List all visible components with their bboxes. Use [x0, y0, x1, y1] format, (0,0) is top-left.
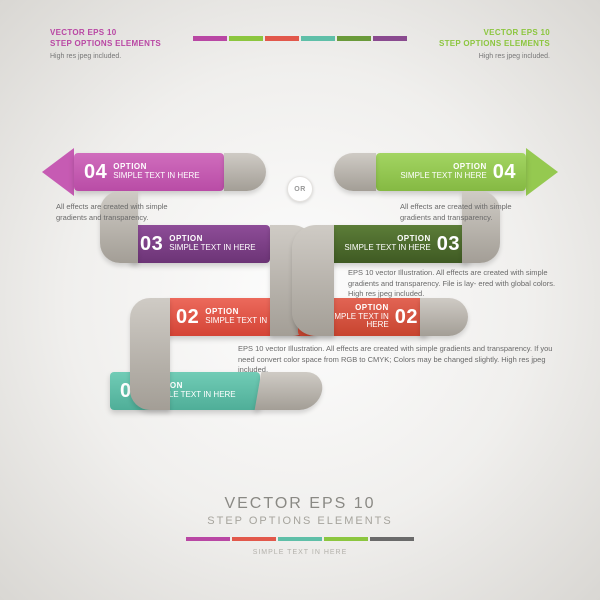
header-left-line3: High res jpeg included. — [50, 52, 161, 61]
step-label: OPTIONSIMPLE TEXT IN HERE — [308, 304, 389, 330]
ribbon-right-03: 03 OPTIONSIMPLE TEXT IN HERE — [330, 225, 470, 263]
header-left: VECTOR EPS 10 STEP OPTIONS ELEMENTS High… — [50, 28, 161, 61]
desc-left-04: All effects are created with simple grad… — [56, 202, 176, 223]
legend-swatch — [373, 36, 407, 41]
desc-right-04: All effects are created with simple grad… — [400, 202, 520, 223]
or-badge: OR — [287, 176, 313, 202]
ribbon-left-03: 03 OPTIONSIMPLE TEXT IN HERE — [130, 225, 270, 263]
footer-line1: VECTOR EPS 10 — [0, 495, 600, 513]
ribbon-right-04: 04 OPTIONSIMPLE TEXT IN HERE — [376, 153, 526, 191]
step-num: 03 — [437, 233, 460, 256]
ribbon-left-01: 01 OPTIONSIMPLE TEXT IN HERE — [110, 372, 260, 410]
step-label: OPTIONSIMPLE TEXT IN HERE — [169, 235, 255, 253]
step-label: OPTIONSIMPLE TEXT IN HERE — [344, 235, 430, 253]
legend-swatch — [337, 36, 371, 41]
arrow-left-icon — [42, 148, 74, 196]
ribbon-left-04: 04 OPTIONSIMPLE TEXT IN HERE — [74, 153, 224, 191]
ribbon-tail — [255, 372, 326, 410]
footer: VECTOR EPS 10 STEP OPTIONS ELEMENTS SIMP… — [0, 495, 600, 556]
step-label: OPTIONSIMPLE TEXT IN HERE — [205, 308, 291, 326]
step-label: OPTIONSIMPLE TEXT IN HERE — [149, 382, 235, 400]
desc-right-03: EPS 10 vector Illustration. All effects … — [348, 268, 558, 300]
header-left-line1: VECTOR EPS 10 — [50, 28, 161, 39]
legend-swatch — [301, 36, 335, 41]
step-label: OPTIONSIMPLE TEXT IN HERE — [113, 163, 199, 181]
desc-right-02: EPS 10 vector Illustration. All effects … — [238, 344, 558, 376]
legend-swatch — [229, 36, 263, 41]
step-num: 02 — [395, 306, 418, 329]
step-label: OPTIONSIMPLE TEXT IN HERE — [400, 163, 486, 181]
legend-swatch — [370, 537, 414, 541]
step-num: 02 — [176, 306, 199, 329]
header-right: VECTOR EPS 10 STEP OPTIONS ELEMENTS High… — [439, 28, 550, 61]
footer-line2: STEP OPTIONS ELEMENTS — [0, 515, 600, 527]
header-right-line2: STEP OPTIONS ELEMENTS — [439, 39, 550, 50]
legend-swatch — [324, 537, 368, 541]
legend-swatch — [193, 36, 227, 41]
legend-bottom — [0, 537, 600, 541]
header-right-line1: VECTOR EPS 10 — [439, 28, 550, 39]
step-num: 01 — [120, 380, 143, 403]
legend-swatch — [232, 537, 276, 541]
step-num: 04 — [493, 161, 516, 184]
header-right-line3: High res jpeg included. — [439, 52, 550, 61]
ribbon-left-02: 02 OPTIONSIMPLE TEXT IN HERE — [166, 298, 316, 336]
ribbon-curve — [334, 153, 376, 191]
legend-top — [193, 36, 407, 41]
ribbon-curve — [224, 153, 266, 191]
legend-swatch — [278, 537, 322, 541]
header-left-line2: STEP OPTIONS ELEMENTS — [50, 39, 161, 50]
footer-line3: SIMPLE TEXT IN HERE — [0, 549, 600, 556]
step-num: 04 — [84, 161, 107, 184]
ribbon-right-02: 02 OPTIONSIMPLE TEXT IN HERE — [298, 298, 428, 336]
arrow-right-icon — [526, 148, 558, 196]
step-num: 03 — [140, 233, 163, 256]
legend-swatch — [186, 537, 230, 541]
legend-swatch — [265, 36, 299, 41]
